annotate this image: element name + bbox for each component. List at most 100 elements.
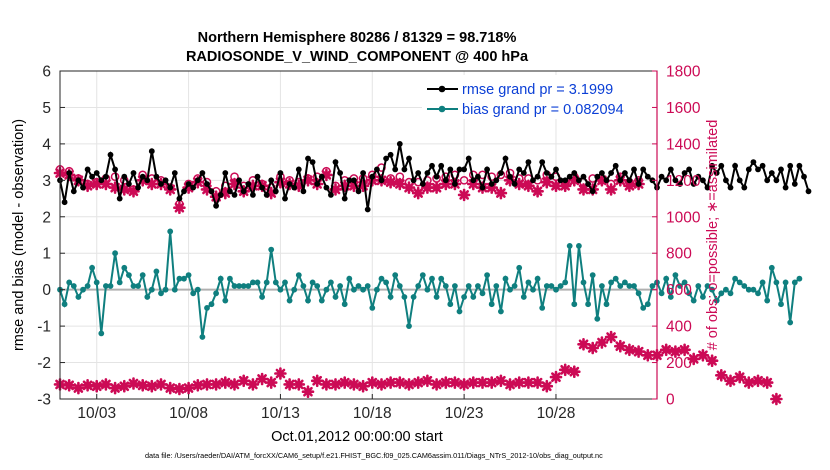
series-point (465, 283, 472, 289)
series-point (520, 170, 527, 176)
obs-assimilated-count-point (264, 376, 278, 389)
series-point (227, 275, 233, 282)
series-point (337, 170, 343, 176)
series-point (415, 170, 422, 176)
series-point (162, 177, 169, 184)
series-point (723, 286, 729, 293)
y2-tick-label: 600 (666, 282, 692, 299)
obs-assimilated-count-point (614, 339, 627, 353)
series-point (167, 184, 174, 191)
series-point (70, 188, 77, 195)
obs-assimilated-count-point (439, 376, 453, 389)
series-point (360, 286, 366, 293)
series-point (369, 173, 376, 180)
obs-assimilated-count-point (209, 378, 223, 391)
series-point (562, 279, 569, 286)
series-point (700, 177, 706, 184)
obs-assimilated-count-point (476, 376, 489, 389)
series-point (617, 177, 624, 184)
series-point (557, 283, 564, 289)
series-point (424, 170, 431, 176)
obs-assimilated-count-point (733, 370, 746, 384)
series-point (644, 301, 651, 308)
series-point (291, 184, 298, 191)
y2-tick-label: 1800 (666, 64, 701, 81)
series-point (318, 297, 325, 304)
series-point (217, 192, 224, 198)
obs-assimilated-count-point (715, 369, 728, 382)
series-point (396, 141, 403, 147)
plot-area (60, 71, 657, 399)
series-point (663, 275, 670, 282)
y2-tick-label: 1000 (666, 209, 701, 226)
obs-assimilated-point (173, 201, 186, 214)
obs-assimilated-count-point (274, 367, 287, 380)
series-layer (53, 141, 812, 406)
series-point (107, 151, 114, 158)
obs-assimilated-count-point (72, 381, 85, 395)
obs-assimilated-count-point (99, 378, 113, 391)
series-point (566, 173, 573, 180)
obs-assimilated-count-point (770, 392, 783, 406)
obs-assimilated-count-point (310, 374, 324, 388)
series-point (456, 308, 463, 315)
series-point (392, 166, 399, 173)
series-point (442, 177, 449, 184)
series-point (686, 166, 692, 173)
series-point (364, 283, 371, 289)
series-point (341, 195, 348, 202)
series-point (713, 170, 720, 176)
series-point (566, 243, 573, 249)
y-tick-label: -2 (37, 355, 51, 372)
series-point (745, 166, 752, 173)
series-point (153, 173, 160, 180)
series-point (732, 275, 738, 282)
series-point (268, 177, 275, 184)
series-point (158, 181, 164, 187)
obs-assimilated-count-point (108, 381, 122, 395)
series-point (805, 188, 812, 195)
series-point (787, 319, 794, 326)
x-tick-label: 10/03 (77, 405, 116, 422)
obs-assimilated-count-point (90, 379, 103, 393)
series-point (401, 166, 408, 173)
series-point (553, 286, 559, 293)
obs-assimilated-count-point (347, 378, 361, 391)
obs-assimilated-count-point (182, 381, 195, 395)
series-point (658, 173, 665, 180)
series-point (580, 279, 587, 286)
obs-assimilated-count-point (237, 374, 250, 388)
series-point (571, 301, 578, 308)
obs-assimilated-point (623, 179, 636, 193)
series-point (736, 177, 743, 184)
obs-assimilated-point (219, 186, 232, 200)
series-point (516, 166, 523, 173)
series-point (121, 264, 128, 271)
series-point (89, 173, 95, 180)
series-point (543, 283, 550, 289)
series-point (773, 279, 780, 286)
obs-assimilated-count-point (448, 376, 462, 389)
series-point (612, 275, 619, 282)
series-point (741, 184, 748, 191)
obs-assimilated-count-point (145, 379, 159, 393)
obs-assimilated-count-point (457, 378, 471, 391)
y-tick-label: 5 (42, 100, 51, 117)
series-point (245, 283, 252, 289)
series-point (263, 192, 270, 198)
series-point (75, 177, 82, 184)
y-axis-label: rmse and bias (model - observation) (11, 119, 27, 351)
series-point (341, 301, 348, 308)
series-point (791, 181, 798, 187)
obs-assimilated-point (338, 179, 351, 193)
series-point (429, 275, 435, 282)
series-point (254, 173, 261, 180)
series-point (70, 283, 77, 289)
series-point (355, 283, 362, 289)
obs-assimilated-point (512, 177, 526, 191)
series-point (594, 315, 601, 322)
series-point (475, 173, 481, 180)
series-point (755, 166, 761, 173)
series-point (516, 264, 523, 271)
series-point (116, 195, 123, 202)
